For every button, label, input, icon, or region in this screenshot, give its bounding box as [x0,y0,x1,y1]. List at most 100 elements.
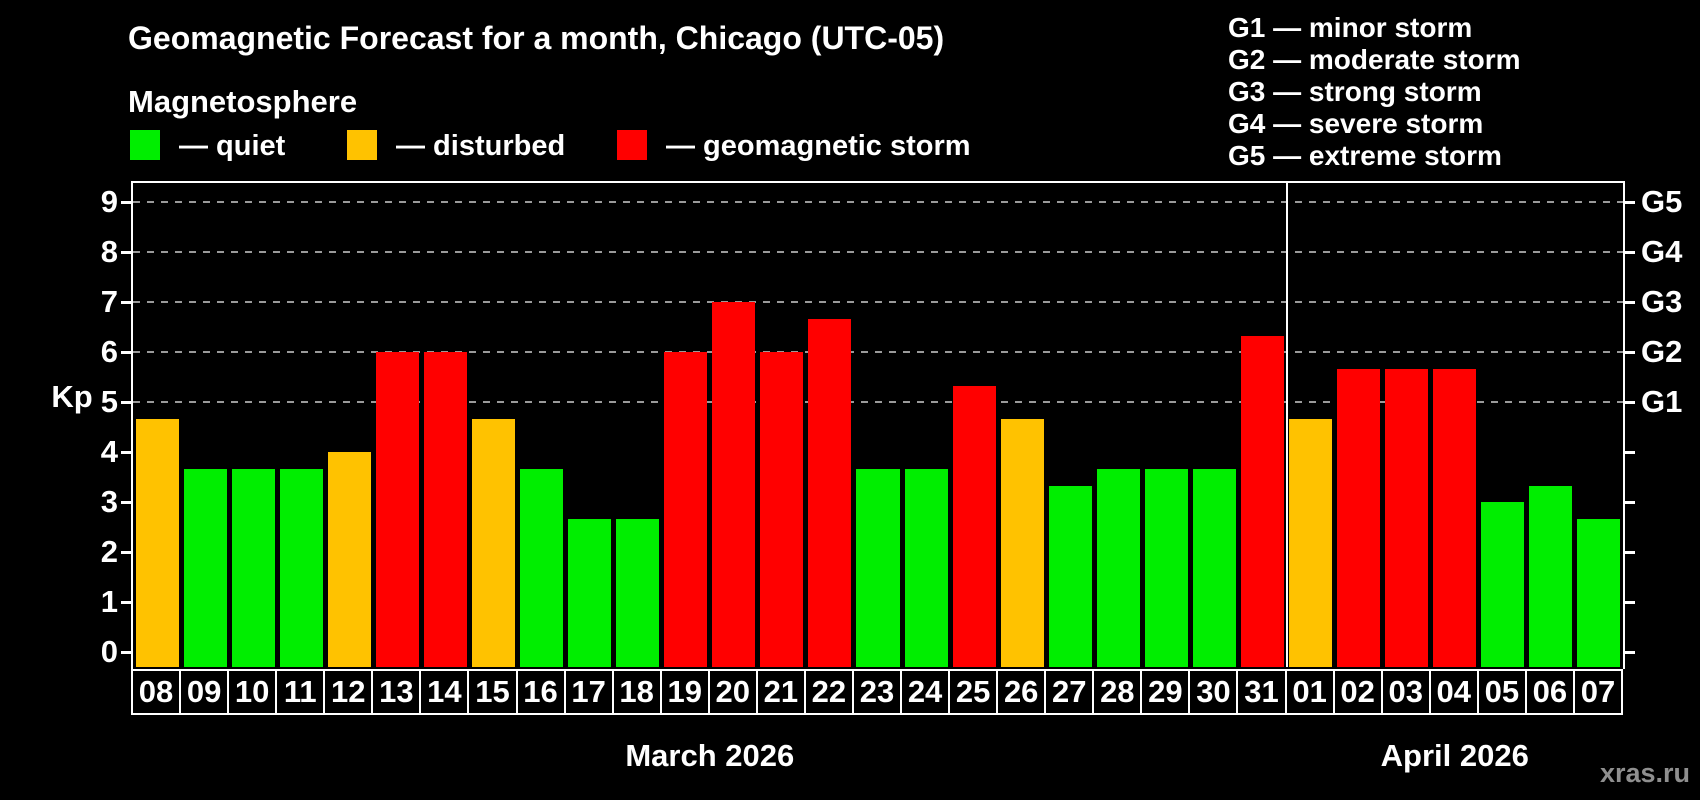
y-tick-3 [121,500,131,504]
kp-bar-22 [808,318,852,667]
kp-bar-16 [520,468,564,667]
date-cell-07: 07 [1572,669,1623,715]
y-tick-label-2: 2 [100,534,118,569]
gridline-kp9 [133,201,1623,203]
y-tick-right-5 [1625,400,1635,404]
date-cell-26: 26 [996,669,1047,715]
kp-bar-05 [1481,502,1525,667]
date-cell-03: 03 [1380,669,1431,715]
g-axis-label-G1: G1 [1641,384,1683,419]
y-tick-8 [121,250,131,254]
date-cell-31: 31 [1236,669,1287,715]
disturbed-color-swatch [347,130,377,160]
g-scale-legend: G1 — minor storm G2 — moderate storm G3 — … [1228,12,1521,172]
g-legend-item: G5 — extreme storm [1228,140,1502,171]
kp-bar-01 [1289,418,1333,667]
kp-bar-03 [1385,368,1429,667]
kp-bar-10 [231,468,275,667]
date-cell-08: 08 [131,669,182,715]
y-tick-right-7 [1625,300,1635,304]
kp-bar-21 [760,352,804,667]
date-cell-04: 04 [1428,669,1479,715]
y-tick-label-3: 3 [100,484,118,519]
date-cell-13: 13 [371,669,422,715]
kp-bar-26 [1000,418,1044,667]
gridline-kp6 [133,351,1623,353]
gridline-kp8 [133,251,1623,253]
y-tick-label-9: 9 [100,184,118,219]
date-cell-09: 09 [179,669,230,715]
y-tick-4 [121,450,131,454]
g-legend-item: G3 — strong storm [1228,76,1482,107]
kp-bar-24 [904,468,948,667]
watermark: xras.ru [1599,758,1690,788]
y-tick-label-5: 5 [100,384,118,419]
kp-bar-25 [952,385,996,667]
g-axis-label-G5: G5 [1641,184,1683,219]
kp-bar-02 [1337,368,1381,667]
y-tick-9 [121,200,131,204]
g-axis-label-G2: G2 [1641,334,1683,369]
kp-bar-11 [279,468,323,667]
kp-bar-08 [135,418,179,667]
kp-bar-07 [1577,518,1621,667]
y-axis-label: Kp [51,379,93,414]
y-tick-5 [121,400,131,404]
date-cell-24: 24 [900,669,951,715]
gridline-kp5 [133,401,1623,403]
date-cell-28: 28 [1092,669,1143,715]
date-cell-06: 06 [1524,669,1575,715]
g-axis-label-G4: G4 [1641,234,1683,269]
kp-bar-13 [375,352,419,667]
date-cell-30: 30 [1188,669,1239,715]
y-tick-2 [121,550,131,554]
plot-left-border [131,181,133,669]
y-tick-right-2 [1625,550,1635,554]
kp-bar-18 [616,518,660,667]
storm-color-swatch [617,130,647,160]
y-tick-0 [121,650,131,654]
kp-bar-17 [568,518,612,667]
y-tick-right-6 [1625,350,1635,354]
g-legend-item: G2 — moderate storm [1228,44,1521,75]
date-cell-16: 16 [515,669,566,715]
y-tick-label-4: 4 [100,434,118,469]
y-tick-label-1: 1 [100,584,118,619]
date-cell-21: 21 [755,669,806,715]
kp-bar-27 [1048,485,1092,667]
kp-bar-28 [1096,468,1140,667]
disturbed-legend-label: — disturbed [396,130,566,162]
date-cell-17: 17 [563,669,614,715]
magnetosphere-label: Magnetosphere [128,84,358,119]
y-tick-right-3 [1625,500,1635,504]
y-tick-label-6: 6 [100,334,118,369]
y-tick-6 [121,350,131,354]
y-tick-right-9 [1625,200,1635,204]
kp-bar-09 [183,468,227,667]
date-cell-12: 12 [323,669,374,715]
kp-bar-04 [1433,368,1477,667]
date-cell-23: 23 [851,669,903,715]
g-axis-label-G3: G3 [1641,284,1683,319]
quiet-color-swatch [130,130,160,160]
kp-bar-23 [856,468,900,667]
y-tick-right-4 [1625,450,1635,454]
date-cell-14: 14 [419,669,470,715]
date-cell-01: 01 [1284,669,1335,715]
y-tick-right-1 [1625,600,1635,604]
chart-title: Geomagnetic Forecast for a month, Chicag… [128,20,945,56]
kp-bar-06 [1529,485,1573,667]
date-cell-29: 29 [1140,669,1191,715]
plot-right-border [1623,181,1625,669]
date-cell-18: 18 [611,669,662,715]
kp-bar-20 [712,302,756,667]
y-tick-label-7: 7 [100,284,118,319]
y-tick-right-0 [1625,650,1635,654]
kp-bar-19 [664,352,708,667]
y-tick-7 [121,300,131,304]
kp-bar-29 [1144,468,1188,667]
kp-bar-12 [327,452,371,667]
date-cell-05: 05 [1476,669,1527,715]
